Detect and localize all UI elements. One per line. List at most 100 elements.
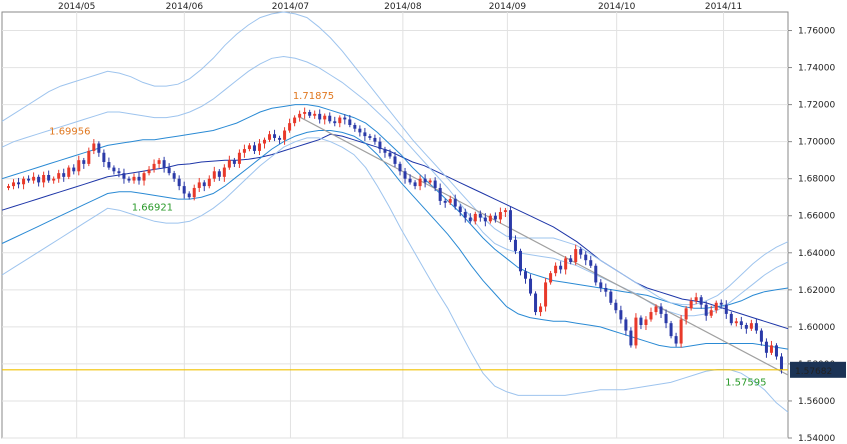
candle-body — [644, 319, 648, 326]
candle-body — [689, 300, 693, 309]
candle-body — [503, 210, 507, 213]
candle-body — [77, 160, 81, 172]
candle-body — [614, 302, 618, 311]
candle-body — [423, 178, 427, 183]
candle-body — [348, 119, 352, 125]
candle-body — [147, 169, 151, 174]
candle-body — [22, 178, 26, 185]
candle-body — [268, 134, 272, 140]
candle-body — [769, 345, 773, 353]
grid — [1, 11, 789, 439]
candle-body — [518, 250, 522, 272]
x-tick-label: 2014/11 — [705, 2, 742, 12]
candle-body — [207, 178, 211, 187]
candle-body — [12, 182, 16, 187]
candle-body — [172, 173, 176, 179]
candle-body — [594, 265, 598, 283]
lower-band-2 — [1, 137, 789, 413]
candle-body — [57, 173, 61, 179]
candle-body — [413, 182, 417, 187]
candle-body — [378, 141, 382, 150]
candle-body — [569, 258, 573, 263]
candle-body — [177, 178, 181, 187]
candle-body — [127, 178, 131, 181]
candle-body — [227, 160, 231, 168]
candle-body — [92, 143, 96, 151]
x-tick-label: 2014/07 — [272, 2, 309, 12]
candle-body — [609, 291, 613, 303]
candle-body — [724, 304, 728, 314]
candle-body — [539, 306, 543, 313]
candle-body — [107, 162, 111, 168]
candle-body — [97, 143, 101, 153]
candle-body — [42, 174, 46, 183]
candle-body — [574, 249, 578, 263]
candle-body — [554, 265, 558, 274]
candle-body — [699, 297, 703, 305]
x-tick-label: 2014/08 — [384, 2, 422, 12]
candle-body — [182, 186, 186, 194]
candle-body — [468, 217, 472, 222]
candle-body — [604, 287, 608, 292]
candle-body — [749, 323, 753, 329]
candle-body — [32, 176, 36, 181]
candle-body — [102, 152, 106, 163]
candle-body — [308, 112, 312, 116]
candle-body — [534, 293, 538, 313]
candlesticks — [7, 107, 783, 374]
candle-body — [383, 149, 387, 153]
candle-body — [498, 212, 502, 220]
candle-body — [197, 182, 201, 188]
candle-body — [398, 163, 402, 172]
y-tick-label: 1.64000 — [798, 249, 835, 259]
candle-body — [323, 115, 327, 120]
candle-body — [262, 139, 267, 144]
candle-body — [242, 149, 246, 153]
y-tick-label: 1.68000 — [798, 175, 835, 185]
candle-body — [157, 160, 161, 164]
candle-body — [187, 193, 191, 198]
candle-body — [47, 174, 51, 181]
candle-body — [544, 282, 548, 307]
candle-body — [338, 117, 342, 124]
candle-body — [373, 137, 377, 142]
candle-body — [764, 341, 768, 353]
candle-body — [428, 180, 432, 183]
candle-body — [443, 200, 447, 203]
candle-body — [729, 313, 733, 324]
candle-body — [694, 297, 698, 301]
candle-body — [704, 304, 708, 316]
candle-body — [734, 321, 738, 324]
candle-body — [17, 182, 21, 185]
candle-body — [478, 213, 482, 218]
candle-body — [283, 130, 287, 140]
candle-body — [232, 160, 236, 164]
candle-body — [368, 136, 372, 138]
candle-body — [779, 356, 783, 370]
y-tick-label: 1.72000 — [798, 101, 835, 111]
current-price-label: 1.57682 — [795, 367, 832, 377]
y-tick-label: 1.60000 — [798, 323, 835, 333]
candle-body — [463, 212, 467, 218]
candle-body — [624, 319, 628, 331]
candle-body — [679, 319, 683, 344]
candle-body — [72, 167, 76, 172]
current-price-marker: 1.57682 — [2, 361, 846, 378]
candle-body — [353, 124, 357, 129]
candle-body — [273, 134, 277, 138]
candle-body — [659, 306, 663, 314]
candle-body — [27, 178, 31, 181]
candle-body — [137, 176, 141, 181]
annotations: 1.69956 1.66921 1.71875 1.57595 — [49, 91, 766, 388]
candle-body — [293, 117, 297, 124]
candle-body — [754, 323, 758, 331]
x-tick-label: 2014/10 — [598, 2, 636, 12]
candle-body — [363, 132, 367, 137]
candle-body — [774, 345, 778, 357]
candle-body — [202, 182, 206, 187]
candle-body — [453, 199, 457, 207]
annotation-label: 1.57595 — [725, 377, 766, 388]
candle-body — [669, 323, 673, 337]
